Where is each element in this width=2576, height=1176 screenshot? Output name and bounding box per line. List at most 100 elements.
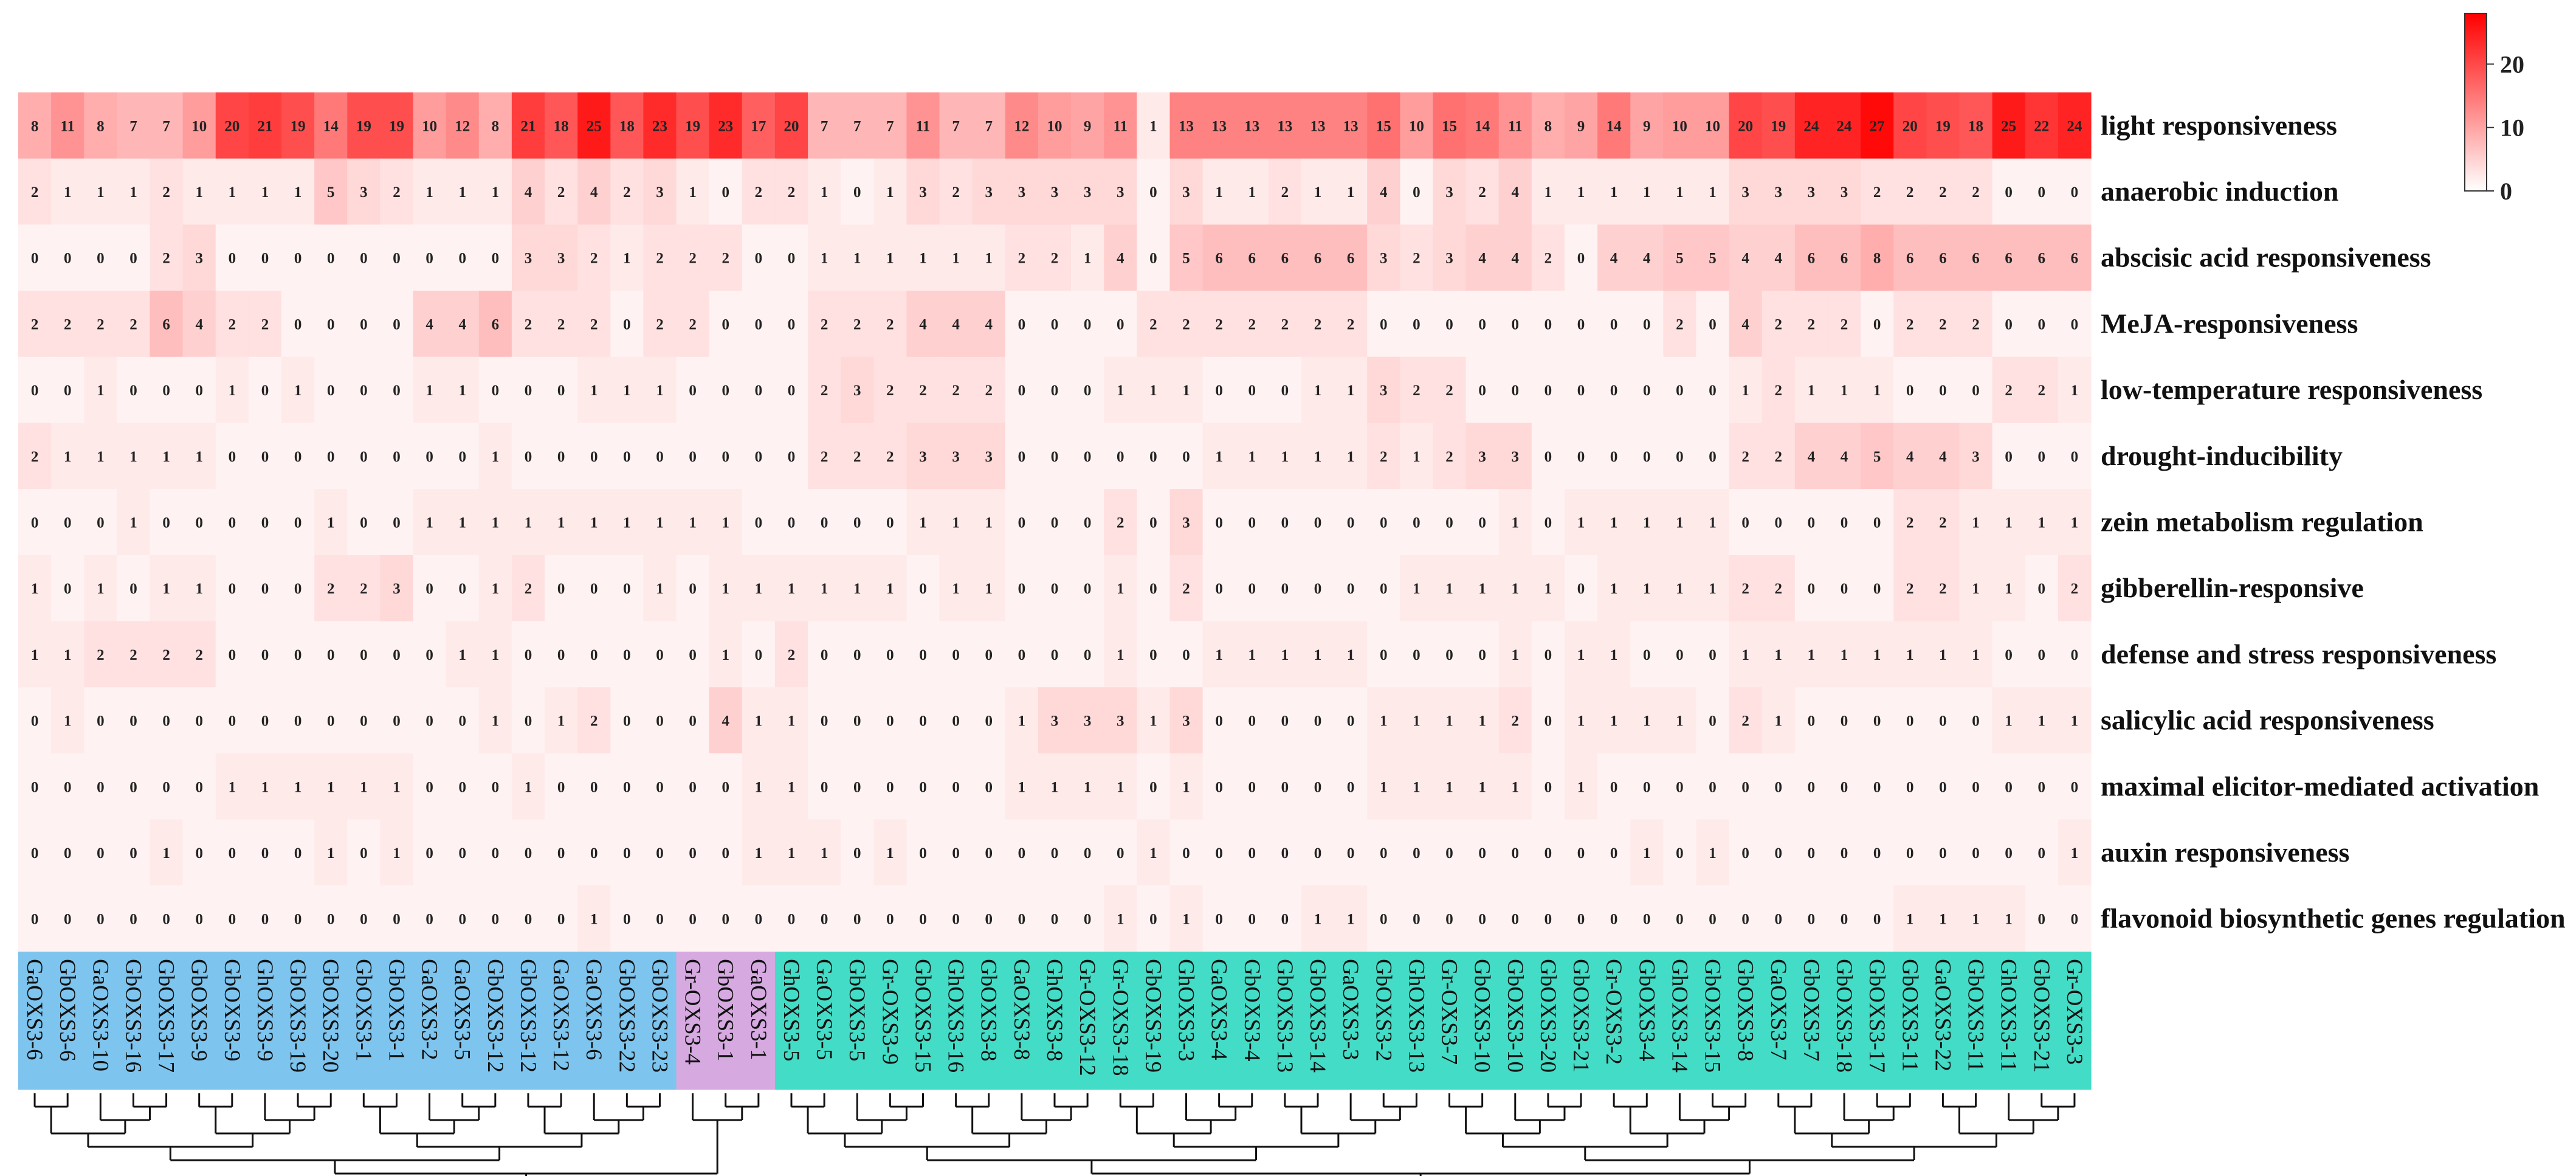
heatmap-cell [774,885,808,952]
cell-value-label: 0 [64,845,72,862]
cell-value-label: 0 [1380,316,1388,333]
heatmap-cell [380,158,414,225]
cell-value-label: 0 [458,845,466,862]
cell-value-label: 2 [985,382,993,399]
cell-value-label: 0 [327,382,335,399]
cell-value-label: 0 [656,449,664,465]
column-label: GbOXS3-9 [187,959,212,1062]
heatmap-cell [1762,819,1796,886]
heatmap-cell [1498,621,1532,688]
cell-value-label: 2 [31,184,39,201]
cell-value-label: 0 [129,713,137,730]
cell-value-label: 1 [689,184,697,201]
cell-value-label: 1 [1281,647,1289,663]
heatmap-cell [1367,489,1400,556]
cell-value-label: 14 [323,118,339,134]
cell-value-label: 1 [1380,713,1388,730]
heatmap-cell [610,158,644,225]
heatmap-cell [1268,885,1302,952]
cell-value-label: 0 [360,251,368,267]
column-label: GbOXS3-22 [614,959,639,1073]
cell-value-label: 0 [525,911,532,928]
heatmap-cell [1367,356,1400,424]
heatmap-cell [1729,356,1763,424]
heatmap-cell [1433,753,1467,820]
cell-value-label: 0 [755,515,763,531]
heatmap-cell [347,885,381,952]
cell-value-label: 0 [360,382,368,399]
cell-value-label: 0 [886,779,894,795]
row-label: zein metabolism regulation [2101,507,2423,538]
heatmap-cell [1071,687,1104,754]
cell-value-label: 19 [291,118,306,134]
heatmap-cell [841,224,874,291]
heatmap-cell [1861,92,1894,159]
heatmap-cell [1400,885,1434,952]
cell-value-label: 0 [1709,647,1717,663]
cell-value-label: 0 [425,845,433,862]
heatmap-cell [577,92,611,159]
heatmap-cell [1498,291,1532,358]
heatmap-cell [380,753,414,820]
cell-value-label: 0 [458,251,466,267]
heatmap-cell [215,158,249,225]
cell-value-label: 1 [492,515,500,531]
row-label: MeJA-responsiveness [2101,308,2358,339]
heatmap-cell [972,885,1006,952]
heatmap-cell [2058,423,2092,489]
heatmap-cell [808,224,841,291]
heatmap-cell [182,621,216,688]
cell-value-label: 0 [492,845,500,862]
cell-value-label: 3 [525,251,532,267]
cell-value-label: 0 [1248,845,1256,862]
cell-value-label: 1 [919,251,927,267]
heatmap-cell [478,687,512,754]
cell-value-label: 1 [1117,911,1124,928]
heatmap-cell [939,291,973,358]
heatmap-cell [1235,555,1269,622]
cell-value-label: 1 [1972,647,1980,663]
heatmap-cell [511,819,545,886]
cell-value-label: 0 [919,713,927,730]
heatmap-cell [150,92,184,159]
heatmap-cell [1169,489,1204,556]
cell-value-label: 0 [721,779,729,795]
heatmap-cell [577,158,611,225]
cell-value-label: 0 [31,779,39,795]
cell-value-label: 4 [1512,251,1520,267]
cell-value-label: 0 [492,382,500,399]
heatmap-cell [841,819,874,886]
cell-value-label: 0 [1281,515,1289,531]
heatmap-cell [873,885,907,952]
cell-value-label: 3 [1380,382,1388,399]
heatmap-cell [413,158,447,225]
cell-value-label: 0 [525,845,532,862]
heatmap-cell [446,621,480,688]
cell-value-label: 1 [1841,382,1848,399]
heatmap-cell [1038,885,1072,952]
cell-value-label: 2 [1117,515,1124,531]
cell-value-label: 2 [689,251,697,267]
heatmap-cell [1268,92,1302,159]
heatmap-cell [446,753,480,820]
cell-value-label: 0 [195,845,203,862]
cell-value-label: 0 [1314,713,1322,730]
heatmap-cell [51,885,84,952]
cell-value-label: 0 [1117,316,1124,333]
heatmap-cell [380,291,414,358]
heatmap-cell [709,158,743,225]
cell-value-label: 0 [2038,779,2046,795]
cell-value-label: 0 [1610,779,1618,795]
heatmap-cell [84,621,117,688]
heatmap-cell [1893,885,1927,952]
heatmap-cell [281,291,315,358]
cell-value-label: 20 [783,118,799,134]
cell-value-label: 1 [1676,713,1684,730]
heatmap-cell [808,489,841,556]
heatmap-cell [1926,753,1960,820]
cell-value-label: 0 [656,713,664,730]
cell-value-label: 2 [31,316,39,333]
heatmap-cell [1433,158,1467,225]
heatmap-cell [1893,489,1927,556]
heatmap-cell [18,489,52,556]
